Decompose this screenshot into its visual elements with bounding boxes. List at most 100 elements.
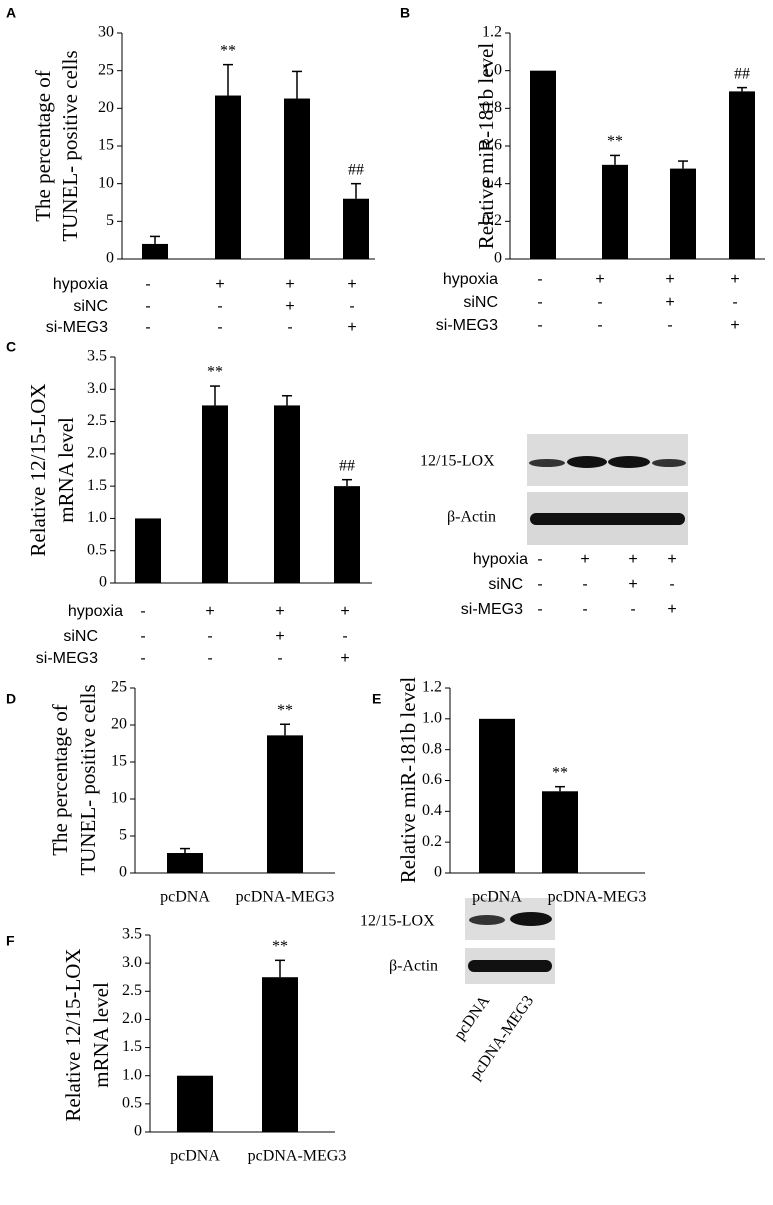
y-tick-label: 5 xyxy=(119,827,127,844)
y-tick-label: 0 xyxy=(434,864,442,881)
y-tick-label: 20 xyxy=(98,99,114,116)
y-tick-label: 0.8 xyxy=(422,740,442,757)
condition-mark: + xyxy=(275,628,284,645)
annotation: ## xyxy=(348,161,364,178)
condition-mark: + xyxy=(628,551,637,568)
x-tick-label: pcDNA xyxy=(472,889,522,906)
bar xyxy=(729,91,755,259)
y-tick-label: 0.8 xyxy=(482,99,502,116)
condition-mark: - xyxy=(667,317,672,334)
condition-mark: + xyxy=(665,271,674,288)
bar xyxy=(670,168,696,259)
y-tick-label: 2.5 xyxy=(122,982,142,999)
condition-mark: + xyxy=(215,276,224,293)
condition-mark: - xyxy=(277,650,282,667)
y-axis-label: Relative 12/15-LOX xyxy=(61,948,85,1121)
condition-mark: - xyxy=(207,628,212,645)
panel-label: F xyxy=(6,933,15,949)
condition-mark: - xyxy=(140,650,145,667)
bar xyxy=(284,98,310,259)
y-tick-label: 25 xyxy=(111,679,127,696)
y-tick-label: 0.6 xyxy=(482,137,502,154)
condition-mark: - xyxy=(217,298,222,315)
y-axis-label: TUNEL- positive cells xyxy=(76,684,100,875)
y-tick-label: 0 xyxy=(106,250,114,267)
condition-mark: - xyxy=(597,294,602,311)
y-tick-label: 0.6 xyxy=(422,771,442,788)
annotation: ** xyxy=(207,364,223,381)
y-tick-label: 2.0 xyxy=(87,445,107,462)
y-tick-label: 1.0 xyxy=(87,509,107,526)
annotation: ## xyxy=(734,65,750,82)
condition-mark: + xyxy=(347,319,356,336)
condition-mark: + xyxy=(340,603,349,620)
y-tick-label: 1.2 xyxy=(422,679,442,696)
bar xyxy=(274,405,300,583)
condition-mark: - xyxy=(537,551,542,568)
bar xyxy=(334,486,360,583)
bar xyxy=(479,718,515,873)
panel-label: A xyxy=(6,5,16,21)
panel-label: C xyxy=(6,339,16,355)
bar xyxy=(262,977,298,1132)
condition-label: hypoxia xyxy=(53,276,108,293)
condition-mark: - xyxy=(145,276,150,293)
y-axis-label: Relative miR-181b level xyxy=(474,43,498,250)
condition-mark: - xyxy=(207,650,212,667)
annotation: ** xyxy=(552,764,568,781)
condition-mark: + xyxy=(628,576,637,593)
y-tick-label: 0.5 xyxy=(87,541,107,558)
annotation: ** xyxy=(277,702,293,719)
condition-mark: + xyxy=(205,603,214,620)
condition-mark: + xyxy=(730,317,739,334)
condition-mark: + xyxy=(580,551,589,568)
y-tick-label: 5 xyxy=(106,212,114,229)
bar xyxy=(267,735,303,873)
panel-label: B xyxy=(400,5,410,21)
bar xyxy=(142,243,168,259)
condition-mark: + xyxy=(667,601,676,618)
condition-mark: - xyxy=(597,317,602,334)
y-tick-label: 3.5 xyxy=(122,926,142,943)
bar xyxy=(542,791,578,873)
y-tick-label: 0.2 xyxy=(482,212,502,229)
bar xyxy=(530,70,556,260)
condition-mark: + xyxy=(347,276,356,293)
condition-label: si-MEG3 xyxy=(46,319,108,336)
y-tick-label: 3.5 xyxy=(87,348,107,365)
y-tick-label: 1.5 xyxy=(122,1038,142,1055)
bar xyxy=(167,853,203,873)
condition-mark: + xyxy=(595,271,604,288)
condition-label: siNC xyxy=(488,576,523,593)
y-tick-label: 1.5 xyxy=(87,477,107,494)
condition-label: siNC xyxy=(463,294,498,311)
condition-label: siNC xyxy=(73,298,108,315)
bar xyxy=(202,405,228,583)
x-tick-label: pcDNA-MEG3 xyxy=(236,889,335,906)
x-tick-label: pcDNA xyxy=(160,889,210,906)
y-tick-label: 25 xyxy=(98,61,114,78)
x-tick-label: pcDNA xyxy=(170,1148,220,1165)
y-tick-label: 0 xyxy=(99,574,107,591)
condition-label: si-MEG3 xyxy=(436,317,498,334)
condition-mark: - xyxy=(140,603,145,620)
condition-mark: - xyxy=(732,294,737,311)
y-axis-label: Relative miR-181b level xyxy=(396,677,420,884)
condition-mark: - xyxy=(537,601,542,618)
condition-mark: - xyxy=(537,271,542,288)
y-tick-label: 2.5 xyxy=(87,412,107,429)
blot-image xyxy=(527,434,688,545)
bar xyxy=(215,95,241,259)
y-axis-label: The percentage of xyxy=(31,70,55,222)
condition-mark: - xyxy=(145,319,150,336)
annotation: ** xyxy=(607,133,623,150)
y-tick-label: 0 xyxy=(134,1123,142,1140)
lane-label: pcDNA xyxy=(451,992,494,1043)
condition-label: si-MEG3 xyxy=(36,650,98,667)
condition-mark: - xyxy=(217,319,222,336)
y-axis-label: TUNEL- positive cells xyxy=(58,50,82,241)
condition-mark: - xyxy=(145,298,150,315)
y-tick-label: 3.0 xyxy=(122,954,142,971)
y-tick-label: 0.5 xyxy=(122,1095,142,1112)
